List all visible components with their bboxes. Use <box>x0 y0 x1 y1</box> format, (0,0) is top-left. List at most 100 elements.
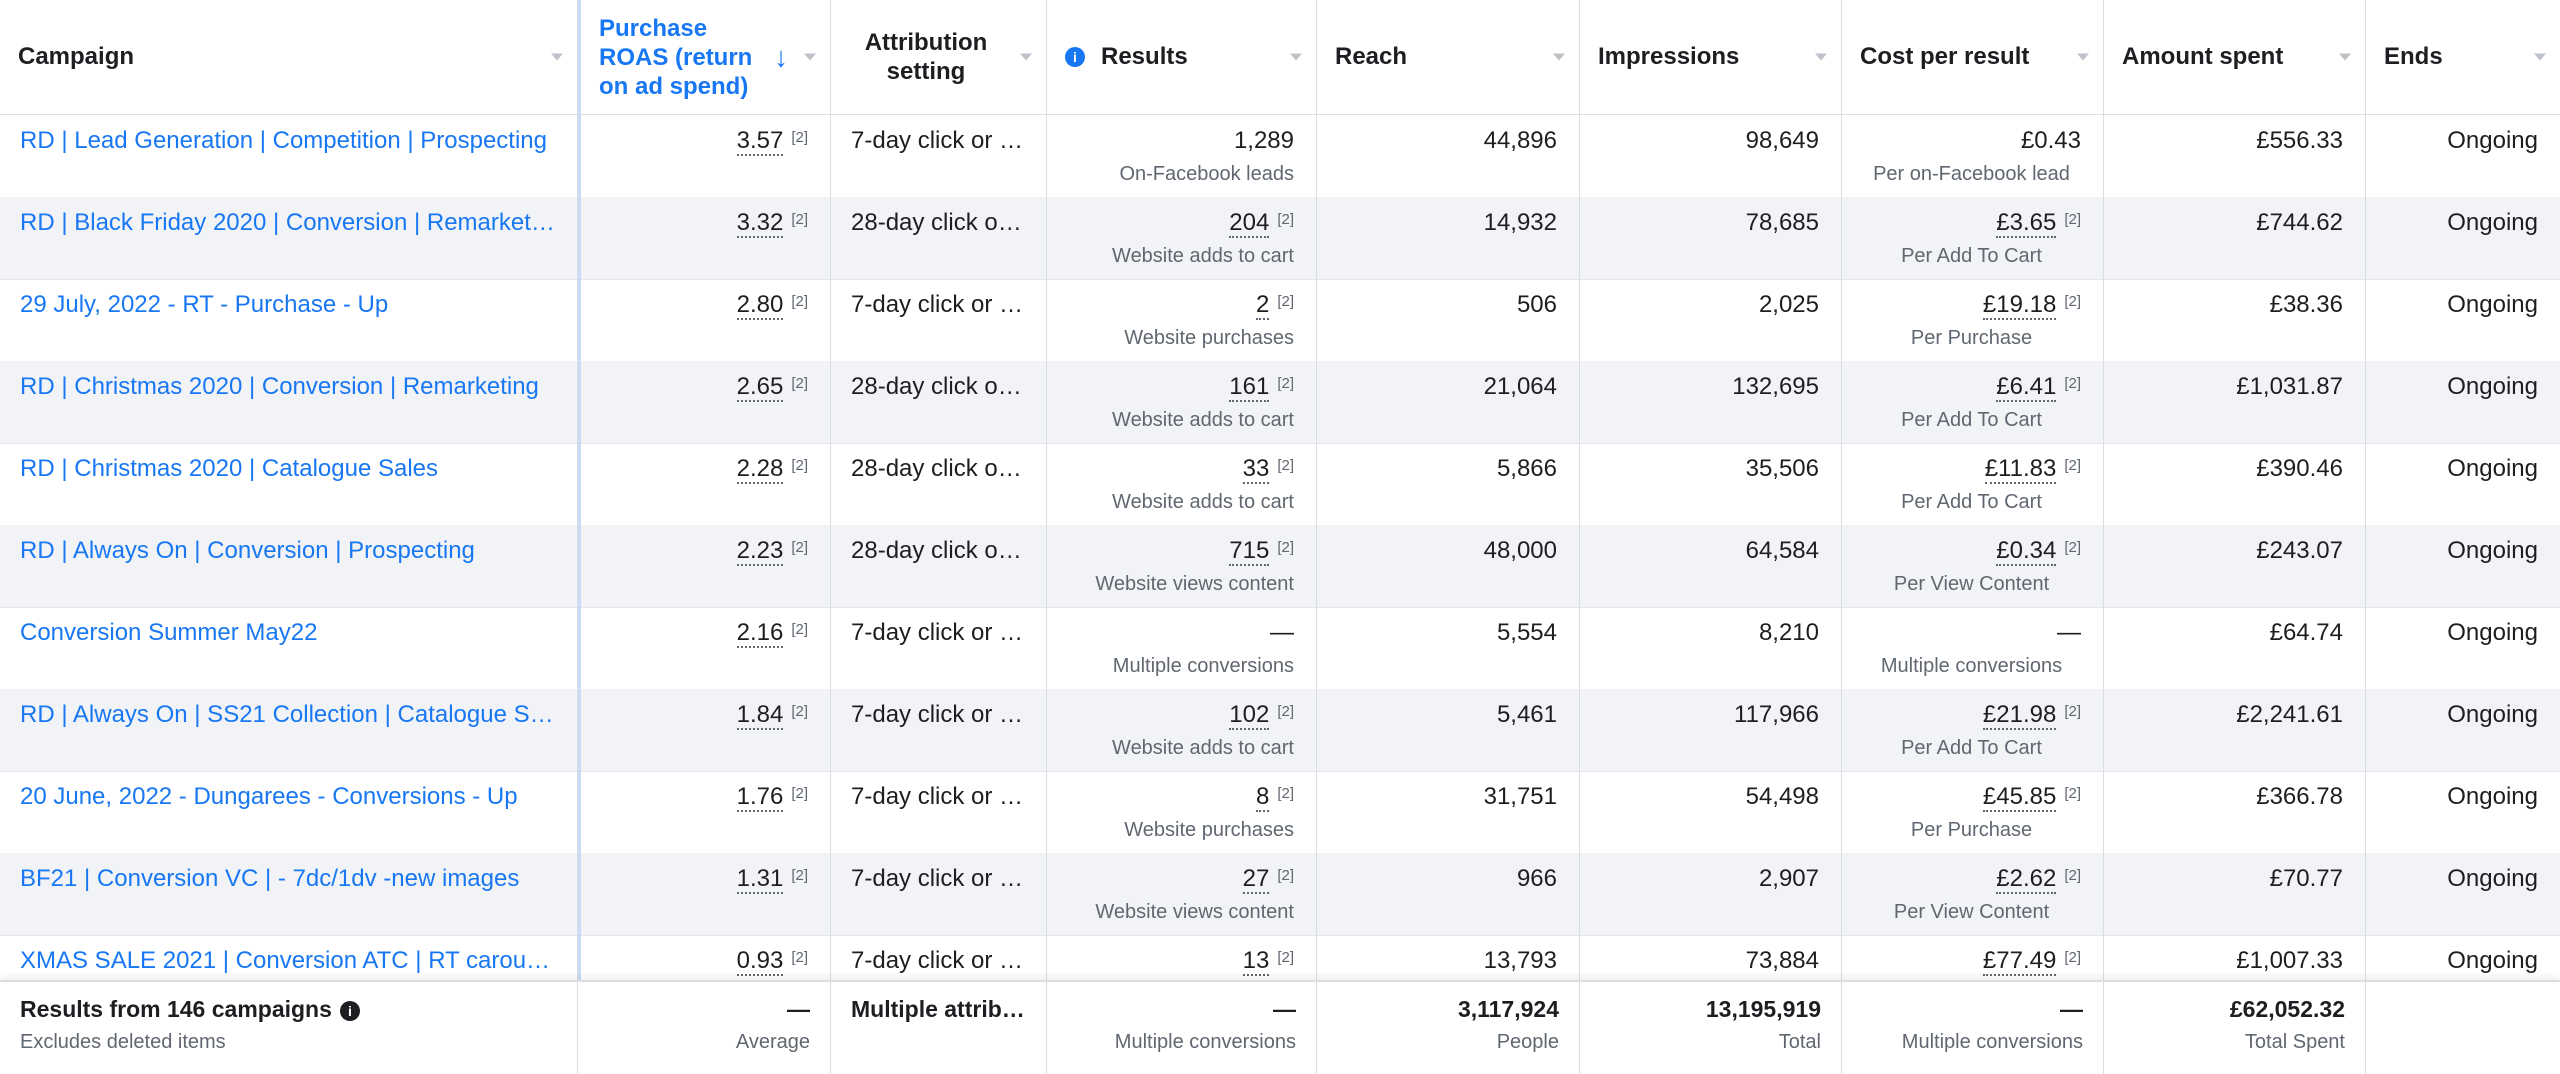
reach-cell: 31,751 <box>1317 771 1580 853</box>
reach-value: 44,896 <box>1483 127 1557 154</box>
impressions-cell: 98,649 <box>1580 115 1842 197</box>
summary-cost: — <box>2060 996 2083 1022</box>
campaign-name-link[interactable]: RD | Black Friday 2020 | Conversion | Re… <box>20 209 555 236</box>
cost-cell: £21.98 [2] Per Add To Cart <box>1842 689 2104 771</box>
ends-cell: Ongoing <box>2366 525 2560 607</box>
table-summary-row: Results from 146 campaigns i Excludes del… <box>0 980 2560 1074</box>
sort-descending-icon[interactable]: ↓ <box>774 41 788 73</box>
col-header-results[interactable]: i Results <box>1047 0 1317 114</box>
col-header-amount-spent[interactable]: Amount spent <box>2104 0 2366 114</box>
summary-attribution-cell: Multiple attribution settings <box>831 982 1047 1074</box>
table-row[interactable]: RD | Always On | SS21 Collection | Catal… <box>0 689 2560 772</box>
results-type: Website adds to cart <box>1112 491 1294 513</box>
impressions-value: 54,498 <box>1745 783 1819 810</box>
results-value: 33 <box>1242 455 1270 484</box>
col-header-reach[interactable]: Reach <box>1317 0 1580 114</box>
reach-value: 5,554 <box>1496 619 1557 646</box>
campaign-name-link[interactable]: 20 June, 2022 - Dungarees - Conversions … <box>20 783 518 810</box>
cost-value: £45.85 <box>1982 783 2057 812</box>
attribution-cell: 7-day click or 1-day view <box>831 771 1047 853</box>
chevron-down-icon[interactable] <box>2077 53 2089 61</box>
table-row[interactable]: RD | Always On | Conversion | Prospectin… <box>0 525 2560 608</box>
chevron-down-icon[interactable] <box>1553 53 1565 61</box>
chevron-down-icon[interactable] <box>2534 53 2546 61</box>
table-row[interactable]: BF21 | Conversion VC | - 7dc/1dv -new im… <box>0 853 2560 936</box>
ends-value: Ongoing <box>2447 701 2538 728</box>
ends-cell: Ongoing <box>2366 935 2560 1017</box>
impressions-cell: 78,685 <box>1580 197 1842 279</box>
cost-cell: £0.34 [2] Per View Content <box>1842 525 2104 607</box>
campaign-name-link[interactable]: RD | Lead Generation | Competition | Pro… <box>20 127 547 154</box>
roas-cell: 2.28 [2] <box>578 443 831 525</box>
spent-cell: £390.46 <box>2104 443 2366 525</box>
attribution-value: 28-day click or 1-day view <box>851 209 1024 236</box>
table-row[interactable]: 20 June, 2022 - Dungarees - Conversions … <box>0 771 2560 854</box>
roas-cell: 3.32 [2] <box>578 197 831 279</box>
cost-cell: — Multiple conversions <box>1842 607 2104 689</box>
info-icon[interactable]: i <box>339 1000 360 1021</box>
col-header-label: Reach <box>1335 43 1408 70</box>
ends-value: Ongoing <box>2447 947 2538 974</box>
campaign-name-link[interactable]: BF21 | Conversion VC | - 7dc/1dv -new im… <box>20 865 520 892</box>
chevron-down-icon[interactable] <box>1020 53 1032 61</box>
campaign-name-link[interactable]: XMAS SALE 2021 | Conversion ATC | RT car… <box>20 947 555 974</box>
footnote-marker: [2] <box>791 867 808 884</box>
table-row[interactable]: RD | Christmas 2020 | Catalogue Sales 2.… <box>0 443 2560 526</box>
col-header-label: Purchase ROAS (return on ad spend) <box>599 14 753 100</box>
ends-value: Ongoing <box>2447 209 2538 236</box>
col-header-impressions[interactable]: Impressions <box>1580 0 1842 114</box>
impressions-cell: 132,695 <box>1580 361 1842 443</box>
chevron-down-icon[interactable] <box>804 53 816 61</box>
col-header-cost-per-result[interactable]: Cost per result <box>1842 0 2104 114</box>
campaign-name-link[interactable]: RD | Always On | SS21 Collection | Catal… <box>20 701 555 728</box>
col-header-label: Cost per result <box>1860 43 2030 70</box>
summary-impressions: 13,195,919 <box>1705 996 1821 1022</box>
impressions-value: 73,884 <box>1745 947 1819 974</box>
summary-spent-cell: £62,052.32 Total Spent <box>2104 982 2366 1074</box>
cost-cell: £6.41 [2] Per Add To Cart <box>1842 361 2104 443</box>
results-type: Website purchases <box>1124 819 1294 841</box>
reach-cell: 5,866 <box>1317 443 1580 525</box>
impressions-value: 117,966 <box>1734 701 1819 728</box>
reach-cell: 44,896 <box>1317 115 1580 197</box>
reach-cell: 5,554 <box>1317 607 1580 689</box>
roas-cell: 2.80 [2] <box>578 279 831 361</box>
ends-value: Ongoing <box>2447 619 2538 646</box>
campaign-name-link[interactable]: 29 July, 2022 - RT - Purchase - Up <box>20 291 389 318</box>
chevron-down-icon[interactable] <box>1290 53 1302 61</box>
campaign-name-link[interactable]: RD | Always On | Conversion | Prospectin… <box>20 537 475 564</box>
impressions-value: 35,506 <box>1745 455 1819 482</box>
col-header-ends[interactable]: Ends <box>2366 0 2560 114</box>
campaign-name-link[interactable]: Conversion Summer May22 <box>20 619 318 646</box>
attribution-value: 7-day click or 1-day view <box>851 783 1024 810</box>
table-row[interactable]: RD | Lead Generation | Competition | Pro… <box>0 115 2560 198</box>
attribution-cell: 28-day click or 1-day view <box>831 361 1047 443</box>
results-cell: 102 [2] Website adds to cart <box>1047 689 1317 771</box>
roas-cell: 1.76 [2] <box>578 771 831 853</box>
info-icon[interactable]: i <box>1065 47 1085 67</box>
table-row[interactable]: Conversion Summer May22 2.16 [2] 7-day cl… <box>0 607 2560 690</box>
campaign-name-link[interactable]: RD | Christmas 2020 | Conversion | Remar… <box>20 373 539 400</box>
campaign-name-link[interactable]: RD | Christmas 2020 | Catalogue Sales <box>20 455 438 482</box>
col-header-attribution[interactable]: Attribution setting <box>831 0 1047 114</box>
spent-cell: £64.74 <box>2104 607 2366 689</box>
col-header-roas[interactable]: Purchase ROAS (return on ad spend) ↓ <box>578 0 831 114</box>
table-row[interactable]: 29 July, 2022 - RT - Purchase - Up 2.80 [… <box>0 279 2560 362</box>
impressions-cell: 117,966 <box>1580 689 1842 771</box>
chevron-down-icon[interactable] <box>1815 53 1827 61</box>
table-row[interactable]: RD | Christmas 2020 | Conversion | Remar… <box>0 361 2560 444</box>
spent-value: £744.62 <box>2256 209 2343 236</box>
impressions-value: 2,025 <box>1758 291 1819 318</box>
chevron-down-icon[interactable] <box>551 53 563 61</box>
results-cell: 33 [2] Website adds to cart <box>1047 443 1317 525</box>
chevron-down-icon[interactable] <box>2339 53 2351 61</box>
attribution-value: 28-day click or 1-day view <box>851 373 1024 400</box>
results-type: On-Facebook leads <box>1119 163 1294 185</box>
attribution-value: 7-day click or 1-day view <box>851 291 1024 318</box>
table-row[interactable]: RD | Black Friday 2020 | Conversion | Re… <box>0 197 2560 280</box>
ends-value: Ongoing <box>2447 291 2538 318</box>
summary-roas-sub: Average <box>735 1031 810 1053</box>
col-header-campaign[interactable]: Campaign <box>0 0 578 114</box>
reach-cell: 506 <box>1317 279 1580 361</box>
footnote-marker: [2] <box>1277 949 1294 966</box>
